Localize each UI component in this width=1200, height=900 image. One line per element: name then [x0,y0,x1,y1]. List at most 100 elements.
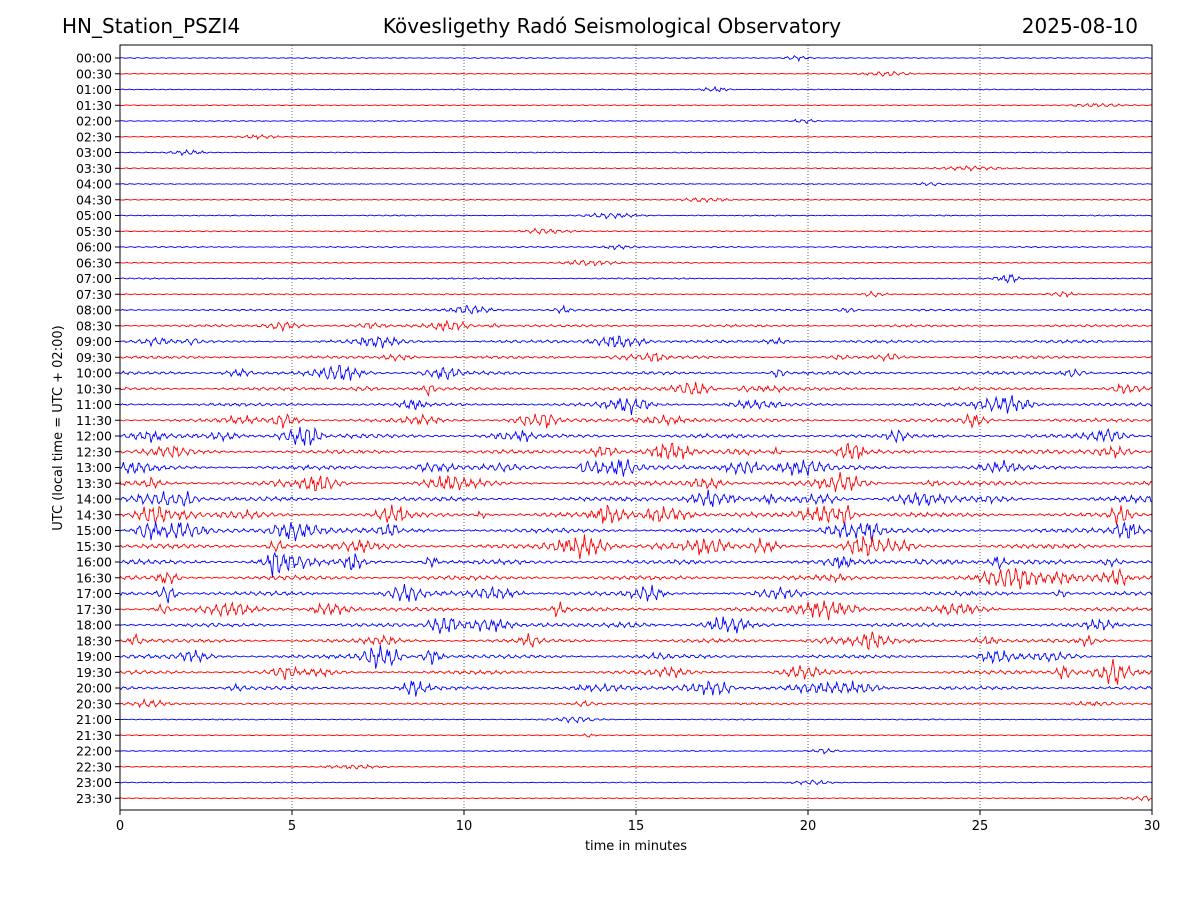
seismogram-trace-1830 [119,631,1153,651]
row-time-label: 15:30 [76,539,112,554]
seismogram-trace-1130 [119,412,1153,430]
seismogram-trace-1800 [119,616,1153,634]
x-tick-label: 5 [288,819,296,834]
row-time-label: 02:30 [76,129,112,144]
row-time-label: 04:30 [76,192,112,207]
seismogram-trace-0300 [119,149,1153,157]
x-tick-label: 0 [116,819,124,834]
station-name: HN_Station_PSZI4 [62,14,241,38]
row-time-label: 07:00 [76,271,112,286]
row-time-label: 02:00 [76,114,112,129]
seismogram-trace-0400 [119,182,1153,187]
grid-lines [291,45,981,810]
seismogram-trace-0600 [119,244,1153,251]
row-time-label: 13:30 [76,476,112,491]
y-axis-label: UTC (local time = UTC + 02:00) [51,325,66,530]
seismogram-trace-1300 [119,459,1153,477]
row-time-label: 19:30 [76,665,112,680]
seismogram-trace-2100 [119,716,1152,724]
row-time-label: 00:00 [76,51,112,66]
row-time-label: 15:00 [76,523,112,538]
seismogram-trace-1100 [119,395,1153,416]
x-tick-label: 15 [628,819,645,834]
plot-date: 2025-08-10 [1021,14,1138,38]
seismogram-trace-0900 [119,335,1153,349]
x-tick-label: 25 [972,819,989,834]
seismogram-trace-0930 [119,352,1153,363]
observatory-title: Kövesligethy Radó Seismological Observat… [382,14,842,38]
seismogram-traces [119,54,1153,802]
seismogram-trace-1700 [119,584,1153,604]
seismogram-trace-0000 [119,54,1153,63]
row-time-label: 01:00 [76,82,112,97]
row-time-label: 16:30 [76,570,112,585]
seismogram-trace-1000 [119,364,1153,381]
row-time-label: 23:30 [76,791,112,806]
row-time-label: 10:00 [76,366,112,381]
row-time-label: 17:00 [76,586,112,601]
seismogram-trace-1730 [119,600,1153,621]
seismogram-trace-1900 [120,645,1153,669]
row-time-label: 13:00 [76,460,112,475]
row-time-label: 00:30 [76,66,112,81]
seismogram-trace-0500 [119,212,1153,220]
seismogram-trace-0200 [119,118,1153,125]
row-time-label: 19:00 [76,649,112,664]
seismogram-trace-1930 [119,658,1153,685]
seismogram-trace-2030 [119,697,1153,709]
row-time-label: 10:30 [76,381,112,396]
seismogram-trace-1200 [119,426,1153,446]
seismogram-trace-1400 [119,489,1153,507]
row-time-label: 08:00 [76,303,112,318]
row-time-label: 17:30 [76,602,112,617]
row-time-label: 09:30 [76,350,112,365]
x-tick-label: 30 [1144,819,1161,834]
seismogram-trace-1030 [119,381,1153,397]
x-tick-label: 10 [456,819,473,834]
row-time-label: 04:00 [76,177,112,192]
seismogram-trace-1630 [119,567,1153,590]
row-time-label: 08:30 [76,318,112,333]
row-time-label: 09:00 [76,334,112,349]
x-axis-ticks: 0 5 10 15 20 25 30 [116,810,1160,834]
seismogram-trace-0430 [119,197,1153,203]
row-time-label: 23:00 [76,775,112,790]
x-axis-label: time in minutes [585,839,687,854]
row-time-label: 01:30 [76,98,112,113]
seismogram-trace-2300 [119,779,1153,786]
row-time-label: 03:30 [76,161,112,176]
row-time-label: 22:30 [76,759,112,774]
row-time-label: 06:00 [76,240,112,255]
seismogram-trace-0630 [119,259,1153,267]
seismogram-trace-1500 [119,521,1153,543]
seismogram-trace-1600 [119,551,1153,578]
row-time-label: 20:30 [76,696,112,711]
seismogram-trace-0230 [120,134,1153,141]
row-time-label: 14:30 [76,507,112,522]
row-time-labels: 00:0000:3001:0001:3002:0002:3003:0003:30… [76,51,120,806]
row-time-label: 05:00 [76,208,112,223]
row-time-label: 21:00 [76,712,112,727]
seismogram-trace-1430 [119,504,1153,525]
row-time-label: 20:00 [76,681,112,696]
row-time-label: 12:00 [76,429,112,444]
seismogram-trace-0330 [119,165,1153,172]
row-time-label: 21:30 [76,728,112,743]
row-time-label: 06:30 [76,255,112,270]
row-time-label: 07:30 [76,287,112,302]
seismogram-trace-0530 [120,227,1153,235]
row-time-label: 05:30 [76,224,112,239]
seismogram-trace-0030 [119,70,1153,77]
seismogram-trace-0700 [119,273,1153,284]
seismogram-trace-2230 [119,763,1152,770]
seismogram-trace-2330 [119,795,1153,802]
seismogram-trace-0130 [119,102,1152,108]
seismogram-trace-2200 [119,747,1153,755]
seismogram-trace-0800 [119,304,1153,315]
row-time-label: 18:00 [76,618,112,633]
seismogram-trace-0730 [119,290,1153,299]
seismogram-trace-2000 [119,680,1153,697]
seismogram-trace-1330 [119,471,1153,492]
row-time-label: 16:00 [76,555,112,570]
